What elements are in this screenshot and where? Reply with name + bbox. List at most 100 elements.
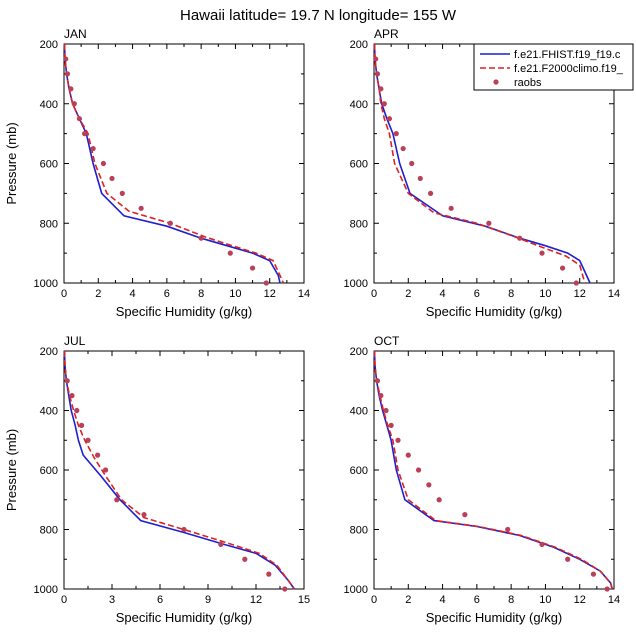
panel-jul: 0 3 6 9 12 15 200 400 600 800 1000 JUL Specific Humi… — [4, 334, 310, 625]
y-tick-label: 600 — [350, 465, 368, 477]
figure-title: Hawaii latitude= 19.7 N longitude= 155 W — [180, 7, 457, 24]
raobs-point — [103, 467, 109, 473]
raobs-point — [90, 145, 96, 152]
x-tick-label: 12 — [574, 594, 586, 606]
y-tick-label: 800 — [40, 218, 58, 230]
raobs-point — [198, 235, 204, 241]
raobs-point — [74, 407, 80, 414]
raobs-point — [81, 131, 88, 137]
raobs-point — [64, 378, 70, 384]
raobs-point — [381, 101, 387, 107]
series-line-f2000climo — [373, 350, 614, 590]
x-tick-label: 2 — [405, 594, 411, 606]
y-tick-label: 200 — [350, 39, 368, 51]
series-line-fhist — [63, 350, 296, 590]
raobs-point — [383, 407, 389, 414]
series-line-fhist — [63, 43, 281, 284]
raobs-point — [448, 205, 454, 211]
panel-label: APR — [374, 27, 399, 41]
x-tick-label: 2 — [405, 288, 411, 300]
raobs-point — [393, 131, 399, 137]
raobs-point — [374, 71, 381, 77]
x-tick-label: 14 — [608, 288, 620, 300]
x-tick-label: 4 — [440, 594, 446, 606]
raobs-point — [138, 205, 144, 211]
y-tick-label: 800 — [40, 525, 58, 537]
raobs-point — [181, 526, 187, 533]
x-tick-label: 12 — [250, 594, 262, 606]
raobs-point — [263, 280, 269, 286]
raobs-point — [388, 422, 394, 428]
panel-label: JUL — [64, 334, 86, 348]
x-axis-label: Specific Humidity (g/kg) — [426, 610, 563, 625]
panel-apr: 0 2 4 6 8 10 12 14 200 400 600 800 1000 APR Specific H… — [344, 27, 621, 319]
y-tick-label: 200 — [40, 346, 58, 358]
y-axis-label: Pressure (mb) — [4, 122, 19, 204]
raobs-point — [373, 56, 379, 62]
x-tick-label: 12 — [574, 288, 586, 300]
raobs-point — [590, 571, 597, 577]
plot-frame — [63, 43, 305, 284]
series-line-f2000climo — [63, 350, 296, 590]
legend-label: raobs — [514, 77, 542, 89]
raobs-point — [409, 160, 415, 167]
raobs-point — [167, 220, 173, 226]
raobs-point — [436, 497, 442, 503]
raobs-point — [505, 526, 511, 533]
raobs-point — [79, 422, 85, 428]
raobs-point — [242, 556, 248, 562]
raobs-point — [604, 586, 610, 592]
raobs-point — [517, 235, 523, 241]
raobs-point — [100, 160, 107, 167]
panel-label: JAN — [64, 27, 87, 41]
x-tick-label: 8 — [508, 288, 514, 300]
plot-frame — [373, 350, 615, 590]
raobs-point — [378, 86, 384, 92]
panel-oct: 0 2 4 6 8 10 12 14 200 400 600 800 1000 OCT Specific H… — [344, 334, 621, 625]
raobs-point — [559, 265, 566, 271]
raobs-point — [64, 71, 71, 77]
raobs-point — [462, 512, 468, 518]
x-tick-label: 4 — [130, 288, 136, 300]
x-tick-label: 0 — [371, 594, 377, 606]
raobs-point — [218, 541, 224, 547]
raobs-point — [573, 280, 579, 286]
legend-box — [473, 43, 634, 91]
y-tick-label: 400 — [40, 99, 58, 111]
legend-label: f.e21.F2000climo.f19_ — [514, 63, 624, 75]
y-tick-label: 200 — [350, 346, 368, 358]
x-axis-label: Specific Humidity (g/kg) — [116, 304, 253, 319]
raobs-point — [95, 452, 101, 458]
raobs-point — [415, 467, 422, 473]
x-tick-label: 12 — [264, 288, 276, 300]
x-tick-label: 15 — [298, 594, 310, 606]
x-tick-label: 10 — [539, 594, 551, 606]
series-line-f2000climo — [63, 43, 285, 284]
y-axis-label: Pressure (mb) — [4, 429, 19, 511]
x-tick-label: 4 — [440, 288, 446, 300]
y-tick-label: 1000 — [344, 584, 368, 596]
raobs-point — [417, 175, 423, 182]
raobs-point — [109, 175, 115, 182]
y-tick-label: 400 — [40, 406, 58, 418]
series-line-fhist — [373, 350, 614, 590]
panel-jan: 0 2 4 6 8 10 12 14 200 400 600 800 1000 JAN Specific H… — [4, 27, 310, 319]
x-tick-label: 8 — [198, 288, 204, 300]
raobs-point — [266, 571, 272, 577]
raobs-point — [227, 250, 233, 256]
raobs-point — [249, 265, 256, 271]
legend: f.e21.FHIST.f19_f19.c f.e21.F2000climo.f1… — [473, 43, 634, 91]
y-tick-label: 600 — [350, 159, 368, 171]
x-tick-label: 9 — [205, 594, 211, 606]
raobs-point — [378, 393, 384, 399]
x-tick-label: 6 — [474, 594, 480, 606]
panels: 0 2 4 6 8 10 12 14 200 400 600 800 1000 JAN Specific H… — [4, 27, 620, 625]
raobs-point — [69, 393, 75, 399]
raobs-point — [565, 556, 571, 562]
y-tick-label: 600 — [40, 465, 58, 477]
y-tick-label: 1000 — [34, 278, 58, 290]
raobs-point — [374, 378, 381, 384]
raobs-point — [63, 56, 69, 62]
y-tick-label: 800 — [350, 218, 368, 230]
x-tick-label: 0 — [61, 288, 67, 300]
